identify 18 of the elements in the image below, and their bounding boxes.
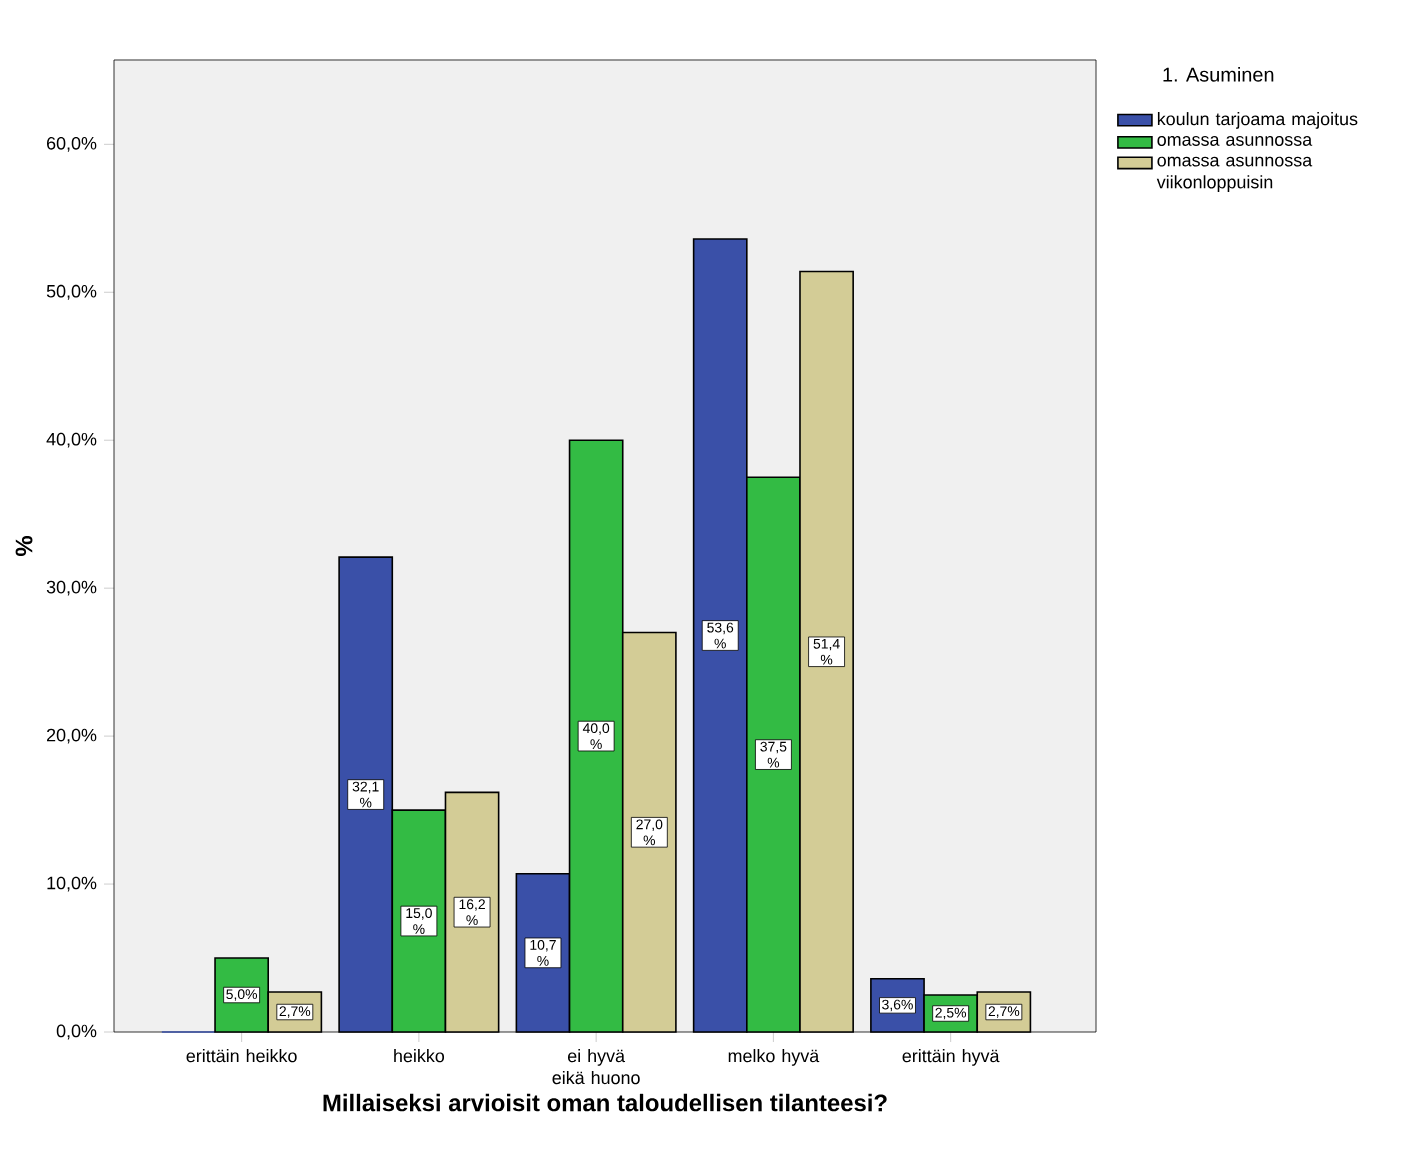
- y-tick-label: 30,0%: [46, 580, 97, 596]
- x-tick-label: ei hyvä eikä huono: [552, 1049, 640, 1085]
- y-tick-label: 60,0%: [47, 136, 97, 152]
- legend-label: omassa asunnossa: [1157, 136, 1313, 146]
- y-axis-title: %: [15, 536, 33, 557]
- x-tick-label: erittäin hyvä: [902, 1049, 1000, 1066]
- y-tick-label: 20,0%: [47, 728, 97, 744]
- legend-label: koulun tarjoama majoitus: [1157, 112, 1358, 129]
- y-tick-label: 40,0%: [46, 432, 97, 448]
- y-tick-label: 0,0%: [56, 1024, 97, 1040]
- y-tick-label: 50,0%: [46, 284, 97, 300]
- x-tick-label: erittäin heikko: [186, 1049, 297, 1063]
- legend-label: omassa asunnossa viikonloppuisin: [1156, 156, 1313, 192]
- y-tick-label: 10,0%: [47, 876, 97, 892]
- legend-title: 1. Asuminen: [1163, 67, 1274, 82]
- x-axis-title: Millaiseksi arvioisit oman taloudellisen tilanteesi?: [323, 1093, 887, 1112]
- x-tick-label: heikko: [394, 1049, 445, 1063]
- x-tick-label: melko hyvä: [728, 1049, 820, 1066]
